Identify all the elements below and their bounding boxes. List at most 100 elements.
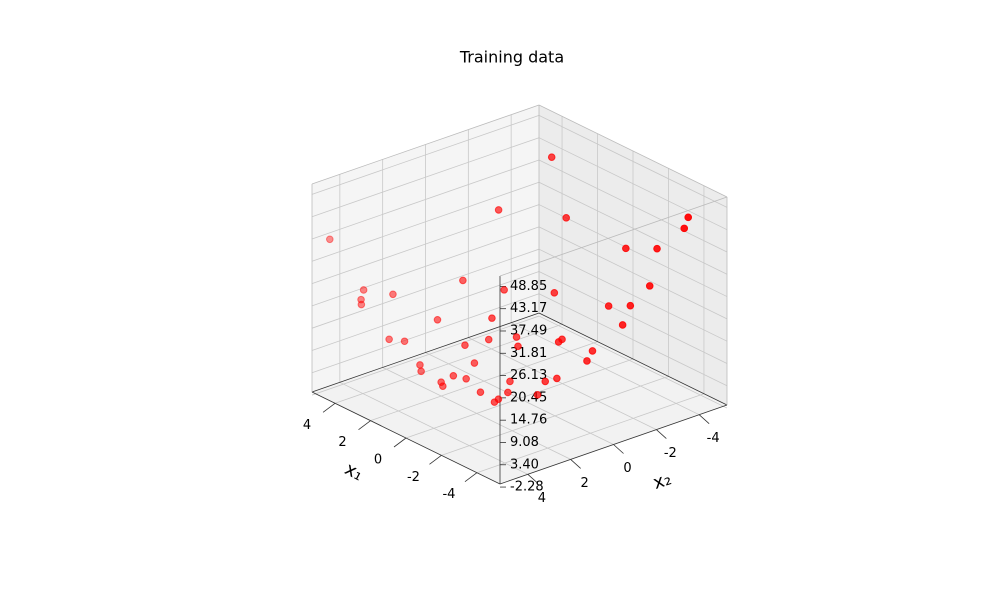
tick-mark [527, 474, 539, 484]
grid-line [425, 352, 614, 445]
point [618, 321, 627, 329]
point [484, 335, 493, 344]
grid-line [311, 271, 540, 351]
point [500, 286, 508, 294]
point [554, 338, 563, 346]
point [553, 374, 561, 383]
point [494, 206, 503, 214]
grid-line [311, 248, 540, 329]
point [626, 301, 635, 310]
point [494, 395, 503, 403]
y-axis-label: x₂ [651, 468, 674, 493]
grid-line [311, 204, 540, 284]
point [357, 300, 366, 309]
point [504, 388, 512, 397]
grid-line [538, 293, 728, 387]
axis-line [538, 312, 728, 406]
grid-line [311, 315, 540, 396]
point [389, 290, 397, 299]
point [459, 276, 467, 285]
point [476, 388, 485, 396]
grid-line [538, 226, 728, 320]
point [470, 359, 479, 367]
grid-line [538, 137, 728, 231]
grid-line [311, 181, 540, 262]
tick-mark [570, 459, 581, 469]
point [680, 224, 689, 233]
grid-line [382, 367, 571, 460]
z-tick-label: 43.17 [510, 301, 547, 316]
z-tick-label: 14.76 [510, 413, 547, 428]
point [400, 337, 409, 346]
x-tick-label: -2 [407, 470, 420, 485]
tick-mark [429, 455, 442, 465]
point [562, 214, 571, 222]
pane-edge [311, 104, 540, 185]
point [622, 244, 630, 253]
grid-line [311, 137, 540, 218]
point [433, 315, 442, 324]
y-tick-label: -4 [707, 431, 720, 446]
point [604, 302, 613, 310]
point [645, 282, 654, 290]
z-tick-label: 20.45 [510, 390, 547, 405]
point [512, 333, 521, 341]
grid-line [538, 181, 728, 275]
point [653, 244, 661, 253]
y-tick-label: 0 [623, 461, 631, 476]
point [359, 286, 368, 294]
grid-line [538, 159, 728, 253]
z-tick-label: 3.40 [510, 457, 539, 472]
tick-mark [358, 420, 371, 430]
z-tick-label: -2.28 [510, 480, 544, 495]
point [488, 314, 496, 322]
point [326, 235, 334, 244]
x-tick-label: -4 [442, 487, 455, 502]
pane-edge [538, 104, 728, 198]
grid-line [510, 322, 700, 416]
point [449, 372, 458, 380]
grid-line [311, 226, 540, 307]
tick-mark [698, 414, 710, 424]
grid-line [538, 204, 728, 297]
tick-mark [464, 472, 478, 483]
point [462, 374, 470, 383]
axis-line [311, 391, 501, 485]
point [416, 361, 424, 369]
point [514, 342, 522, 351]
point [533, 391, 542, 399]
grid-line [339, 381, 529, 475]
grid-line [311, 115, 540, 195]
grid-line [311, 159, 540, 240]
axis-line [311, 312, 540, 393]
point [541, 377, 550, 386]
x-tick-label: 4 [303, 418, 311, 433]
chart-title: Training data [459, 48, 564, 67]
y-tick-label: 4 [538, 491, 546, 506]
point [357, 295, 365, 304]
y-tick-label: 2 [581, 476, 589, 491]
grid-line [311, 293, 540, 374]
point [385, 335, 393, 344]
tick-mark [656, 429, 667, 439]
point [684, 213, 693, 222]
point [417, 367, 425, 376]
grid-line [538, 315, 728, 409]
point [439, 382, 447, 390]
tick-mark [393, 437, 407, 448]
x-tick-label: 2 [338, 435, 346, 450]
x-tick-label: 0 [374, 453, 382, 468]
tick-mark [322, 402, 336, 413]
x-axis-label: x₁ [341, 459, 367, 486]
z-tick-label: 26.13 [510, 368, 547, 383]
point [583, 357, 591, 365]
grid-line [538, 248, 728, 342]
z-tick-label: 48.85 [510, 279, 547, 294]
point [547, 153, 556, 161]
tick-mark [613, 444, 624, 454]
point [461, 341, 469, 350]
point [506, 377, 514, 386]
point [588, 347, 597, 355]
